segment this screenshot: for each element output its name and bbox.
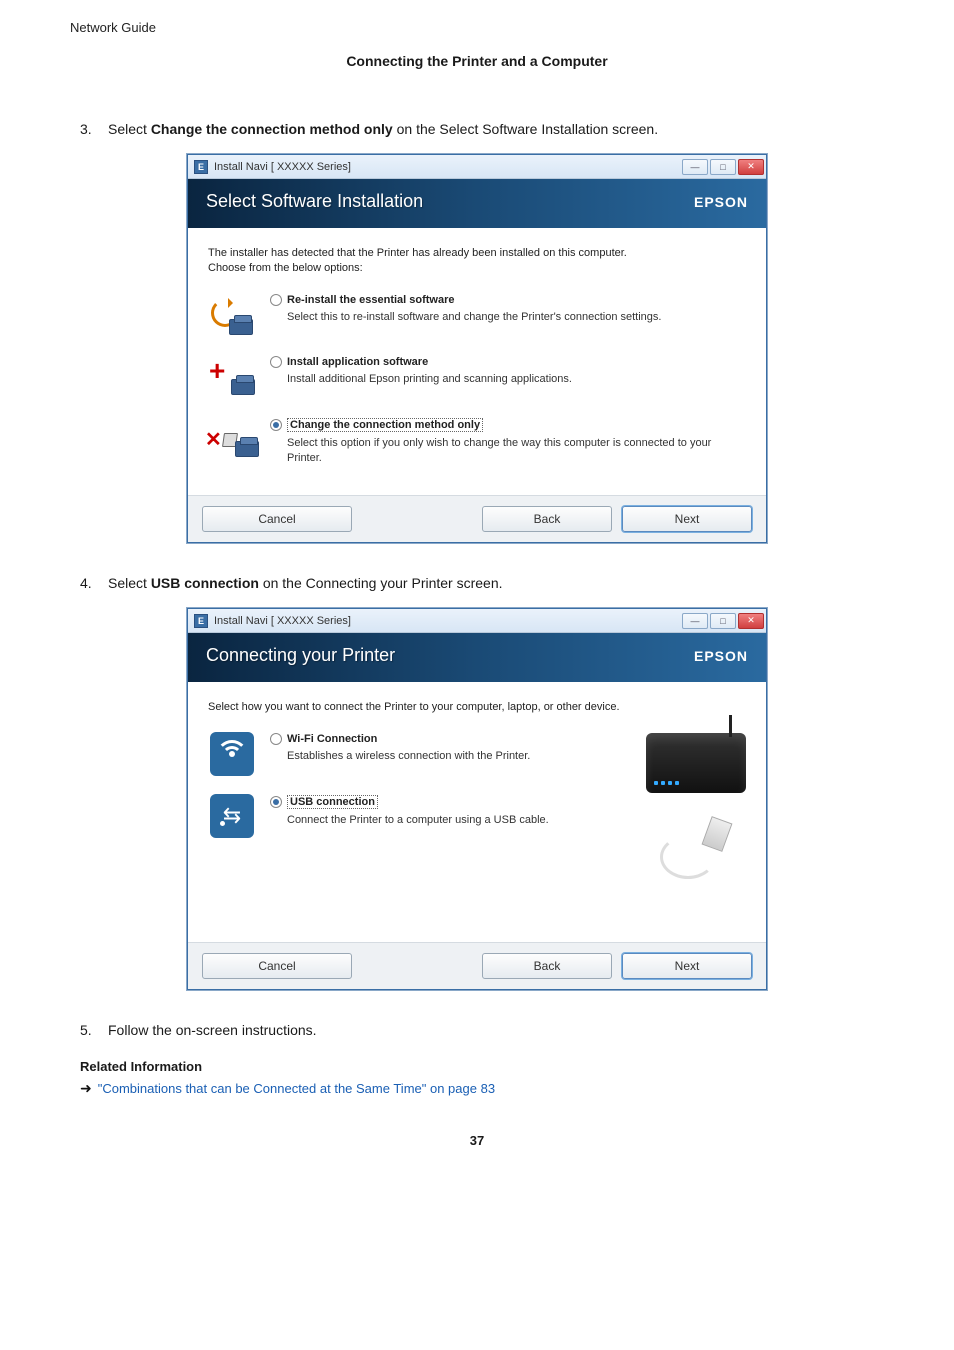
radio-change-connection[interactable] bbox=[270, 419, 282, 431]
step5-number: 5. bbox=[80, 1020, 108, 1041]
wifi-title: Wi-Fi Connection bbox=[287, 733, 377, 745]
dialog2-option-usb[interactable]: USB connection Connect the Printer to a … bbox=[208, 795, 628, 837]
step3-bold: Change the connection method only bbox=[151, 121, 393, 137]
dialog1-intro-line1: The installer has detected that the Prin… bbox=[208, 246, 746, 261]
wifi-icon bbox=[208, 733, 256, 775]
dialog2-titlebar: E Install Navi [ XXXXX Series] — □ ✕ bbox=[188, 609, 766, 633]
radio-usb[interactable] bbox=[270, 796, 282, 808]
dialog2-side-images bbox=[646, 733, 746, 881]
step4-prefix: Select bbox=[108, 575, 151, 591]
option3-desc: Select this option if you only wish to c… bbox=[287, 436, 746, 466]
arrow-icon: ➜ bbox=[80, 1080, 92, 1097]
back-button[interactable]: Back bbox=[482, 506, 612, 532]
back-button[interactable]: Back bbox=[482, 953, 612, 979]
close-button[interactable]: ✕ bbox=[738, 613, 764, 629]
cancel-button[interactable]: Cancel bbox=[202, 953, 352, 979]
section-title: Connecting the Printer and a Computer bbox=[80, 53, 874, 69]
usb-cable-image bbox=[658, 815, 734, 881]
dialog2-window-title: Install Navi [ XXXXX Series] bbox=[214, 615, 682, 627]
usb-title: USB connection bbox=[287, 795, 378, 809]
reinstall-icon bbox=[208, 294, 256, 336]
dialog2-brand: EPSON bbox=[694, 648, 748, 664]
option1-desc: Select this to re-install software and c… bbox=[287, 310, 746, 325]
dialog2-option-wifi[interactable]: Wi-Fi Connection Establishes a wireless … bbox=[208, 733, 628, 775]
related-link-row: ➜ "Combinations that can be Connected at… bbox=[80, 1080, 874, 1097]
option2-desc: Install additional Epson printing and sc… bbox=[287, 372, 746, 387]
step4-bold: USB connection bbox=[151, 575, 259, 591]
dialog2-footer: Cancel Back Next bbox=[188, 942, 766, 989]
dialog1-band-title: Select Software Installation bbox=[206, 191, 423, 212]
dialog2-band: Connecting your Printer EPSON bbox=[188, 633, 766, 682]
dialog1-intro: The installer has detected that the Prin… bbox=[208, 246, 746, 276]
next-button[interactable]: Next bbox=[622, 506, 752, 532]
dialog1-option2[interactable]: + Install application software Install a… bbox=[208, 356, 746, 398]
step5-text: Follow the on-screen instructions. bbox=[108, 1020, 874, 1041]
router-image bbox=[646, 733, 746, 793]
related-information-heading: Related Information bbox=[80, 1059, 874, 1074]
close-button[interactable]: ✕ bbox=[738, 159, 764, 175]
dialog2-intro: Select how you want to connect the Print… bbox=[208, 700, 746, 715]
radio-wifi[interactable] bbox=[270, 733, 282, 745]
dialog1-footer: Cancel Back Next bbox=[188, 495, 766, 542]
dialog2-app-icon: E bbox=[194, 614, 208, 628]
dialog-select-software: E Install Navi [ XXXXX Series] — □ ✕ Sel… bbox=[187, 154, 767, 543]
dialog1-brand: EPSON bbox=[694, 194, 748, 210]
option2-title: Install application software bbox=[287, 356, 428, 368]
usb-desc: Connect the Printer to a computer using … bbox=[287, 813, 628, 828]
minimize-button[interactable]: — bbox=[682, 159, 708, 175]
related-link[interactable]: "Combinations that can be Connected at t… bbox=[98, 1081, 495, 1096]
wifi-desc: Establishes a wireless connection with t… bbox=[287, 749, 628, 764]
page-number: 37 bbox=[80, 1133, 874, 1148]
dialog1-option1[interactable]: Re-install the essential software Select… bbox=[208, 294, 746, 336]
maximize-button[interactable]: □ bbox=[710, 613, 736, 629]
dialog-connecting-printer: E Install Navi [ XXXXX Series] — □ ✕ Con… bbox=[187, 608, 767, 990]
step3-prefix: Select bbox=[108, 121, 151, 137]
option3-title: Change the connection method only bbox=[287, 418, 483, 432]
cancel-button[interactable]: Cancel bbox=[202, 506, 352, 532]
dialog1-app-icon: E bbox=[194, 160, 208, 174]
maximize-button[interactable]: □ bbox=[710, 159, 736, 175]
dialog1-option3[interactable]: ✕ Change the connection method only Sele… bbox=[208, 418, 746, 466]
step3-number: 3. bbox=[80, 119, 108, 140]
dialog1-window-title: Install Navi [ XXXXX Series] bbox=[214, 161, 682, 173]
dialog2-body: Select how you want to connect the Print… bbox=[188, 682, 766, 942]
step4-text: Select USB connection on the Connecting … bbox=[108, 573, 874, 594]
step4-number: 4. bbox=[80, 573, 108, 594]
doc-header: Network Guide bbox=[70, 20, 874, 35]
radio-reinstall[interactable] bbox=[270, 294, 282, 306]
dialog1-body: The installer has detected that the Prin… bbox=[188, 228, 766, 495]
minimize-button[interactable]: — bbox=[682, 613, 708, 629]
option1-title: Re-install the essential software bbox=[287, 294, 455, 306]
step3-suffix: on the Select Software Installation scre… bbox=[393, 121, 658, 137]
step3-text: Select Change the connection method only… bbox=[108, 119, 874, 140]
step4-suffix: on the Connecting your Printer screen. bbox=[259, 575, 503, 591]
change-icon: ✕ bbox=[208, 418, 256, 460]
dialog1-intro-line2: Choose from the below options: bbox=[208, 261, 746, 276]
usb-icon bbox=[208, 795, 256, 837]
dialog2-band-title: Connecting your Printer bbox=[206, 645, 395, 666]
step-4: 4. Select USB connection on the Connecti… bbox=[80, 573, 874, 990]
step-5: 5. Follow the on-screen instructions. bbox=[80, 1020, 874, 1041]
radio-addapp[interactable] bbox=[270, 356, 282, 368]
dialog1-titlebar: E Install Navi [ XXXXX Series] — □ ✕ bbox=[188, 155, 766, 179]
addapp-icon: + bbox=[208, 356, 256, 398]
next-button[interactable]: Next bbox=[622, 953, 752, 979]
dialog1-band: Select Software Installation EPSON bbox=[188, 179, 766, 228]
step-3: 3. Select Change the connection method o… bbox=[80, 119, 874, 543]
